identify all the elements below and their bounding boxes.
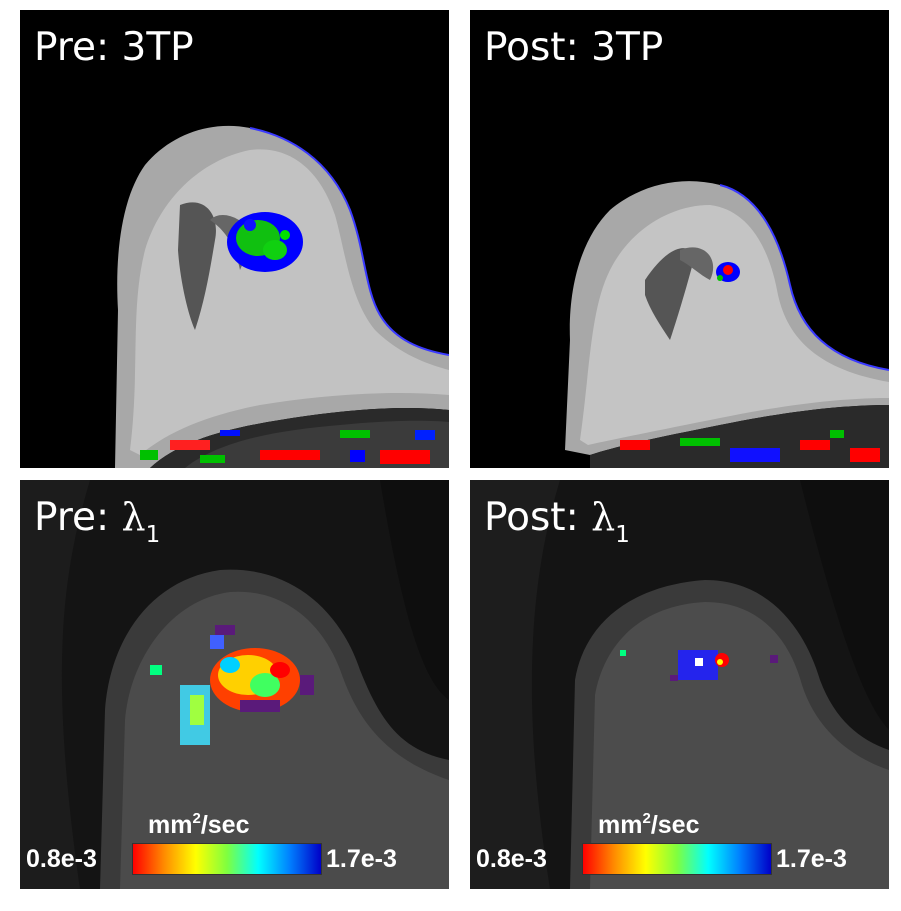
post-lambda1-tumor-overlay (620, 650, 778, 681)
pre-lambda1-colorbar-max: 1.7e-3 (326, 845, 397, 873)
pre-3tp-image-panel: Pre: 3TP (20, 10, 449, 468)
pre-3tp-edge-speckle (140, 430, 435, 464)
post-lambda1-colorbar-max: 1.7e-3 (776, 845, 847, 873)
pre-lambda1-colorbar: mm2/sec 0.8e-3 1.7e-3 (20, 810, 449, 881)
pre-lambda1-tumor-overlay (150, 625, 314, 745)
post-lambda1-map (470, 480, 889, 889)
pre-lambda1-title-prefix: Pre: (34, 495, 122, 540)
colorbar-unit-sup: 2 (642, 810, 651, 827)
pre-lambda1-colorbar-min: 0.8e-3 (26, 845, 97, 873)
pre-lambda1-map (20, 480, 449, 889)
post-lambda1-title-prefix: Post: (484, 495, 592, 540)
post-3tp-tumor-overlay (716, 262, 740, 282)
post-lambda1-colorbar: mm2/sec 0.8e-3 1.7e-3 (470, 810, 889, 881)
pre-lambda1-title: Pre: λ1 (34, 495, 160, 547)
post-lambda1-colorbar-unit: mm2/sec (598, 810, 700, 840)
post-3tp-edge-speckle (620, 430, 880, 462)
pre-3tp-mri-image (20, 10, 449, 468)
post-3tp-title: Post: 3TP (484, 25, 664, 70)
pre-lambda1-title-subscript: 1 (145, 522, 161, 548)
pre-lambda1-title-symbol: λ (121, 495, 146, 539)
colorbar-unit-rest: /sec (650, 811, 700, 839)
pre-lambda1-colorbar-unit: mm2/sec (148, 810, 250, 840)
post-lambda1-colorbar-min: 0.8e-3 (476, 845, 547, 873)
pre-lambda1-image-panel: Pre: λ1 mm2/sec 0.8e-3 1.7e-3 (20, 480, 449, 889)
post-3tp-mri-image (470, 10, 889, 468)
colorbar-unit-base: mm (148, 811, 193, 839)
pre-3tp-title: Pre: 3TP (34, 25, 194, 70)
colorbar-unit-sup: 2 (192, 810, 201, 827)
pre-lambda1-colorbar-gradient (132, 843, 322, 875)
post-3tp-image-panel: Post: 3TP (470, 10, 889, 468)
post-lambda1-title-subscript: 1 (615, 522, 630, 548)
pre-3tp-tumor-overlay (227, 212, 303, 272)
colorbar-unit-base: mm (598, 811, 643, 839)
post-lambda1-image-panel: Post: λ1 mm2/sec 0.8e-3 1.7e-3 (470, 480, 889, 889)
post-lambda1-colorbar-gradient (582, 843, 772, 875)
post-lambda1-title-symbol: λ (591, 495, 616, 539)
post-lambda1-title: Post: λ1 (484, 495, 630, 547)
colorbar-unit-rest: /sec (200, 811, 250, 839)
